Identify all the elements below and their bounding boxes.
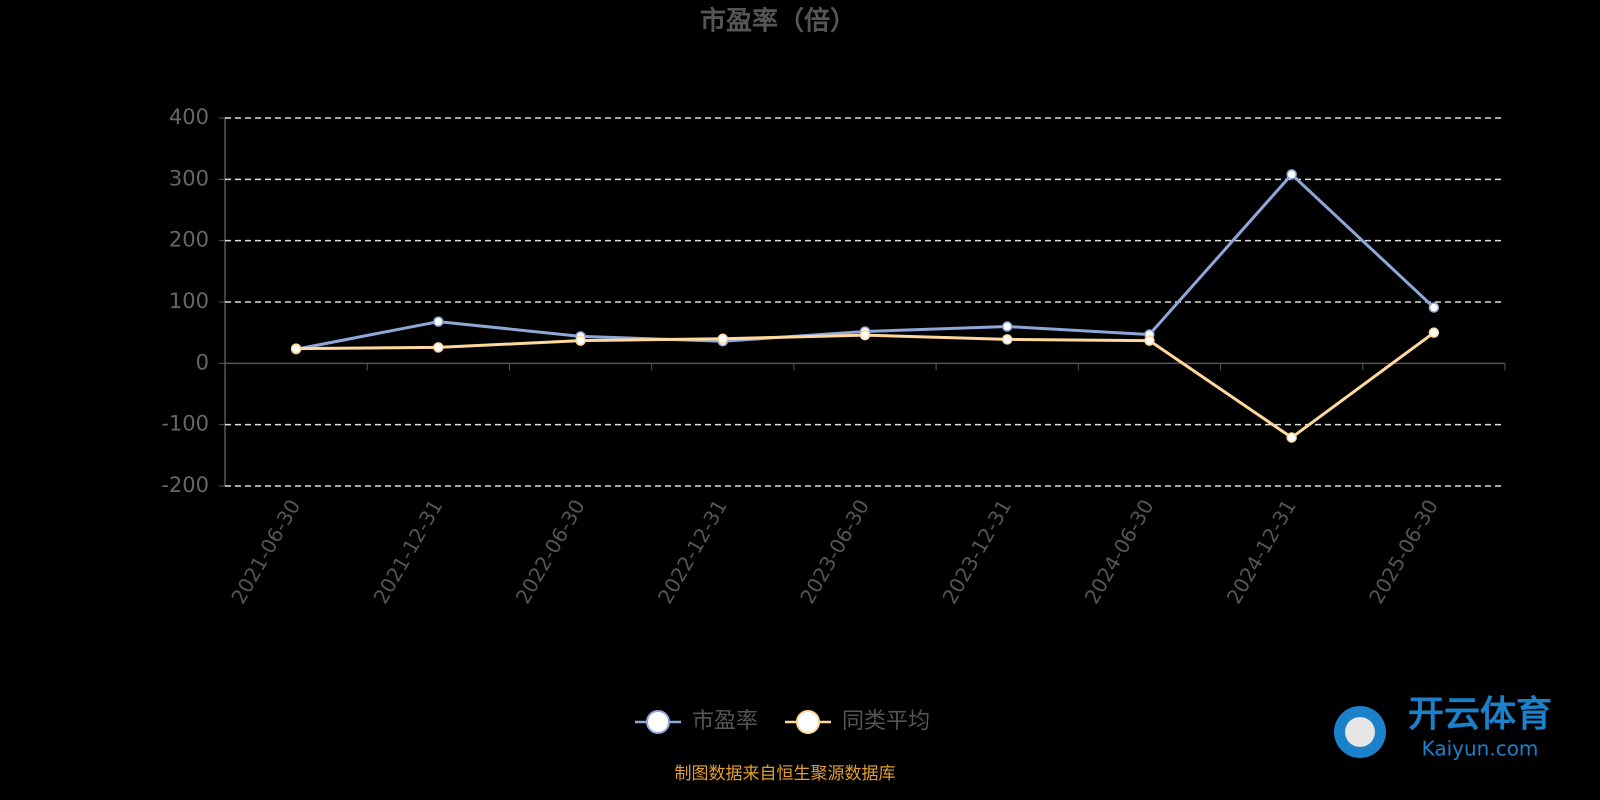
watermark-name: 开云体育	[1408, 694, 1552, 735]
x-tick-label: 2022-12-31	[653, 495, 732, 608]
point	[433, 316, 444, 327]
point	[1001, 334, 1013, 345]
point	[717, 333, 729, 345]
point	[1001, 321, 1013, 332]
point	[1428, 327, 1440, 338]
point	[433, 342, 444, 353]
legend-marker	[796, 710, 820, 734]
legend-item: 同类平均	[785, 709, 930, 734]
point	[1144, 335, 1155, 346]
watermark: 开云体育 Kaiyun.com	[1334, 694, 1552, 761]
point	[575, 335, 586, 346]
x-tick-label: 2024-12-31	[1222, 495, 1301, 608]
series-line	[295, 172, 1435, 351]
point	[1286, 432, 1297, 443]
watermark-ball	[1345, 717, 1375, 747]
x-tick-label: 2021-06-30	[226, 495, 305, 608]
y-tick-label: -200	[161, 473, 209, 497]
x-tick-label: 2023-06-30	[795, 495, 874, 608]
watermark-site: Kaiyun.com	[1422, 737, 1539, 761]
legend-label: 同类平均	[842, 709, 930, 734]
point	[1428, 302, 1440, 313]
x-tick-label: 2025-06-30	[1364, 495, 1443, 608]
legend-item: 市盈率	[635, 709, 758, 734]
chart-title: 市盈率（倍）	[700, 6, 856, 37]
legend-marker	[646, 710, 670, 734]
point	[859, 329, 871, 341]
y-tick-label: 0	[196, 350, 209, 374]
y-tick-label: 100	[169, 289, 209, 313]
x-tick-label: 2024-06-30	[1080, 495, 1159, 608]
y-tick-label: 400	[169, 105, 209, 129]
x-tick-label: 2022-06-30	[511, 495, 590, 608]
y-tick-label: 200	[169, 228, 209, 252]
legend-label: 市盈率	[692, 709, 758, 734]
y-tick-label: 300	[169, 166, 209, 190]
point	[1286, 169, 1297, 180]
source-note: 制图数据来自恒生聚源数据库	[675, 764, 896, 784]
x-tick-label: 2021-12-31	[369, 495, 448, 608]
point	[290, 343, 302, 354]
x-tick-label: 2023-12-31	[937, 495, 1016, 608]
y-tick-label: -100	[161, 412, 209, 436]
series-line	[296, 331, 1435, 440]
